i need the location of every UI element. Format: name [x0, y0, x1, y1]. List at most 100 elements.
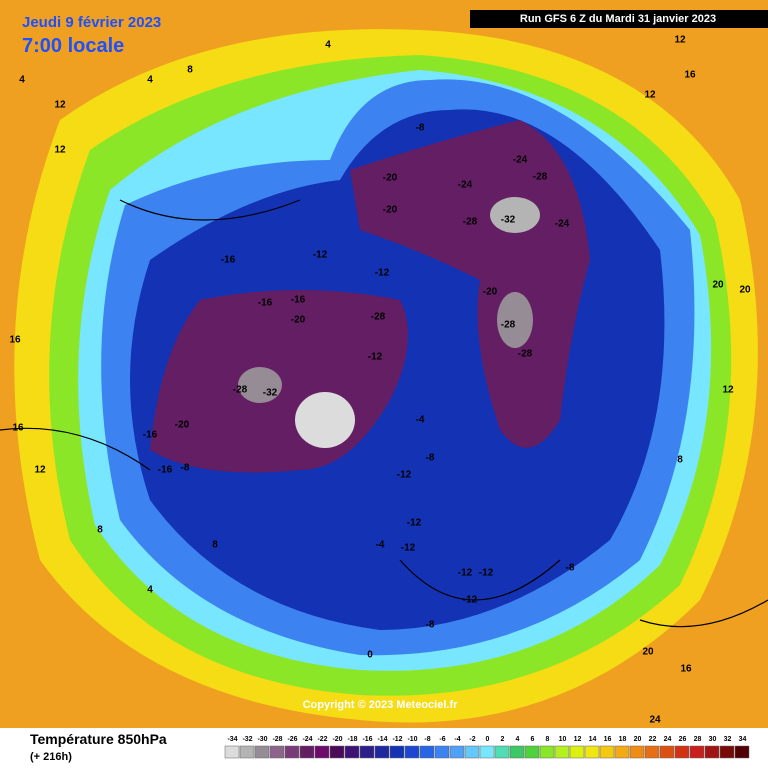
contour-label: 12	[644, 90, 656, 101]
contour-label: -8	[426, 620, 435, 631]
contour-label: -20	[483, 287, 498, 298]
colorbar-swatch	[734, 745, 750, 759]
colorbar-swatch	[599, 745, 615, 759]
contour-label: -8	[566, 563, 575, 574]
contour-label: -12	[463, 595, 478, 606]
contour-label: -28	[371, 312, 386, 323]
colorbar-label: -18	[347, 736, 357, 743]
colorbar-label: -8	[424, 736, 430, 743]
contour-label: 16	[12, 423, 24, 434]
zone-cold-core	[295, 392, 355, 448]
colorbar-label: 22	[649, 736, 657, 743]
colorbar-label: -34	[227, 736, 237, 743]
colorbar-swatch	[584, 745, 600, 759]
colorbar-label: 8	[546, 736, 550, 743]
run-label: Run GFS 6 Z du Mardi 31 janvier 2023	[520, 13, 716, 25]
colorbar-label: 24	[664, 736, 672, 743]
colorbar-swatch	[434, 745, 450, 759]
contour-label: -12	[397, 470, 412, 481]
colorbar-swatch	[224, 745, 240, 759]
colorbar-swatch	[719, 745, 735, 759]
contour-label: 20	[739, 285, 751, 296]
contour-label: 8	[677, 455, 683, 466]
contour-label: 24	[649, 715, 661, 726]
contour-label: -16	[258, 298, 273, 309]
contour-label: -4	[416, 415, 425, 426]
colorbar-swatch	[359, 745, 375, 759]
colorbar-swatch	[614, 745, 630, 759]
contour-label: -12	[375, 268, 390, 279]
contour-label: -20	[291, 315, 306, 326]
colorbar-swatch	[449, 745, 465, 759]
colorbar-label: -10	[407, 736, 417, 743]
contour-label: -12	[407, 518, 422, 529]
colorbar-swatch	[674, 745, 690, 759]
contour-label: 12	[54, 145, 66, 156]
copyright: Copyright © 2023 Meteociel.fr	[303, 699, 459, 711]
run-banner	[470, 10, 768, 28]
contour-label: -12	[368, 352, 383, 363]
contour-label: -28	[463, 217, 478, 228]
colorbar-label: 26	[679, 736, 687, 743]
colorbar-swatch	[689, 745, 705, 759]
contour-label: -20	[383, 173, 398, 184]
colorbar-label: 0	[486, 736, 490, 743]
colorbar-swatch	[419, 745, 435, 759]
contour-label: 8	[187, 65, 193, 76]
contour-label: 4	[325, 40, 331, 51]
colorbar-label: -26	[287, 736, 297, 743]
colorbar-label: 4	[516, 736, 520, 743]
contour-label: -20	[175, 420, 190, 431]
contour-label: 8	[97, 525, 103, 536]
colorbar-swatch	[494, 745, 510, 759]
zone-cold-core	[490, 197, 540, 233]
contour-label: 20	[642, 647, 654, 658]
colorbar-label: 6	[531, 736, 535, 743]
footer-lead: (+ 216h)	[30, 751, 72, 763]
colorbar-swatch	[629, 745, 645, 759]
colorbar-swatch	[404, 745, 420, 759]
contour-label: -8	[416, 123, 425, 134]
contour-label: 12	[722, 385, 734, 396]
contour-label: 4	[19, 75, 25, 86]
colorbar-label: 16	[604, 736, 612, 743]
colorbar-label: -4	[454, 736, 460, 743]
colorbar-swatch	[269, 745, 285, 759]
colorbar-swatch	[644, 745, 660, 759]
contour-label: -28	[501, 320, 516, 331]
colorbar-swatch	[389, 745, 405, 759]
colorbar-label: -12	[392, 736, 402, 743]
contour-label: -12	[401, 543, 416, 554]
contour-label: -28	[518, 349, 533, 360]
date-label: Jeudi 9 février 2023	[22, 14, 161, 31]
contour-label: -16	[158, 465, 173, 476]
contour-label: -16	[221, 255, 236, 266]
contour-label: -28	[533, 172, 548, 183]
contour-label: -12	[458, 568, 473, 579]
colorbar-swatch	[524, 745, 540, 759]
colorbar-swatch	[284, 745, 300, 759]
colorbar-label: -32	[242, 736, 252, 743]
colorbar-swatch	[659, 745, 675, 759]
colorbar-swatch	[254, 745, 270, 759]
colorbar-label: 20	[634, 736, 642, 743]
contour-label: -12	[313, 250, 328, 261]
footer-title: Température 850hPa	[30, 731, 167, 747]
colorbar-swatch	[704, 745, 720, 759]
time-label: 7:00 locale	[22, 35, 124, 57]
colorbar-label: -24	[302, 736, 312, 743]
contour-label: 12	[674, 35, 686, 46]
contour-label: 8	[212, 540, 218, 551]
contour-label: -32	[501, 215, 516, 226]
colorbar-label: -20	[332, 736, 342, 743]
colorbar-label: 14	[589, 736, 597, 743]
colorbar-label: 28	[694, 736, 702, 743]
contour-label: 0	[367, 650, 373, 661]
colorbar-swatch	[464, 745, 480, 759]
contour-label: -24	[513, 155, 528, 166]
contour-label: 20	[712, 280, 724, 291]
contour-label: 16	[680, 664, 692, 675]
colorbar-swatch	[314, 745, 330, 759]
